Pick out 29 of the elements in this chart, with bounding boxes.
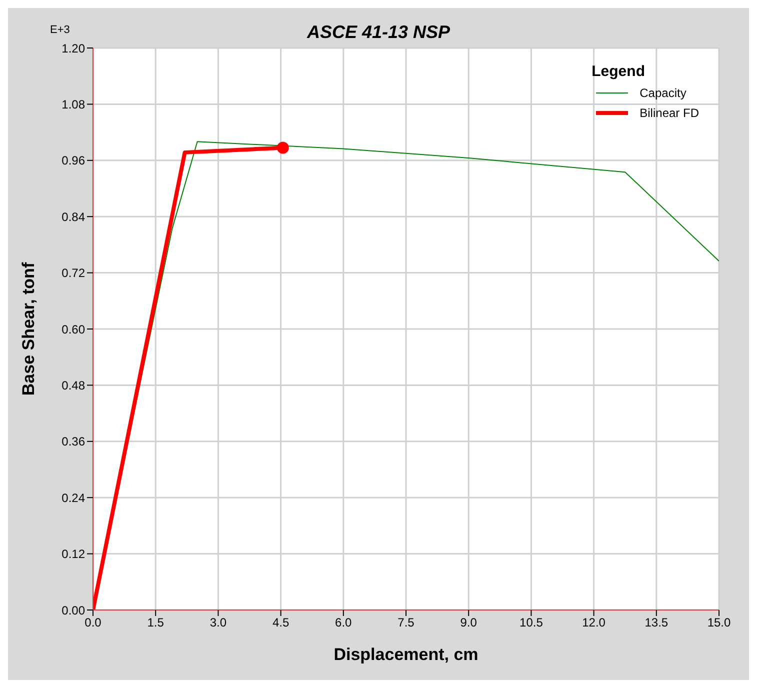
y-tick-label: 0.12	[62, 547, 86, 562]
x-tick-label: 3.0	[210, 616, 227, 630]
y-tick-label: 0.48	[62, 378, 86, 392]
legend-label: Bilinear FD	[640, 106, 699, 120]
x-tick-label: 9.0	[460, 616, 478, 630]
x-tick-label: 1.5	[147, 616, 164, 630]
y-tick-label: 0.24	[62, 490, 86, 505]
legend-title: Legend	[592, 63, 646, 80]
y-tick-label: 0.84	[62, 210, 86, 224]
x-tick-label: 7.5	[398, 616, 415, 630]
y-tick-label: 0.72	[62, 266, 86, 280]
y-tick-label: 0.00	[62, 603, 86, 618]
x-tick-label: 12.0	[582, 616, 606, 630]
legend-label: Capacity	[640, 86, 686, 100]
x-axis-title: Displacement, cm	[334, 645, 478, 664]
x-tick-label: 10.5	[520, 616, 544, 630]
y-tick-label: 0.96	[62, 154, 86, 168]
y-tick-label: 0.36	[62, 434, 86, 449]
text: E+3	[50, 24, 70, 36]
chart-title: ASCE 41-13 NSP	[306, 22, 450, 42]
y-tick-label: 1.08	[62, 97, 86, 112]
y-tick-label: 0.60	[62, 322, 86, 336]
x-tick-label: 6.0	[335, 616, 352, 630]
y-axis-title: Base Shear, tonf	[19, 262, 38, 396]
x-tick-label: 15.0	[707, 616, 731, 630]
x-tick-label: 4.5	[272, 616, 290, 630]
x-tick-label: 0.0	[84, 616, 102, 630]
x-tick-label: 13.5	[644, 616, 668, 630]
y-tick-label: 1.20	[62, 41, 86, 56]
